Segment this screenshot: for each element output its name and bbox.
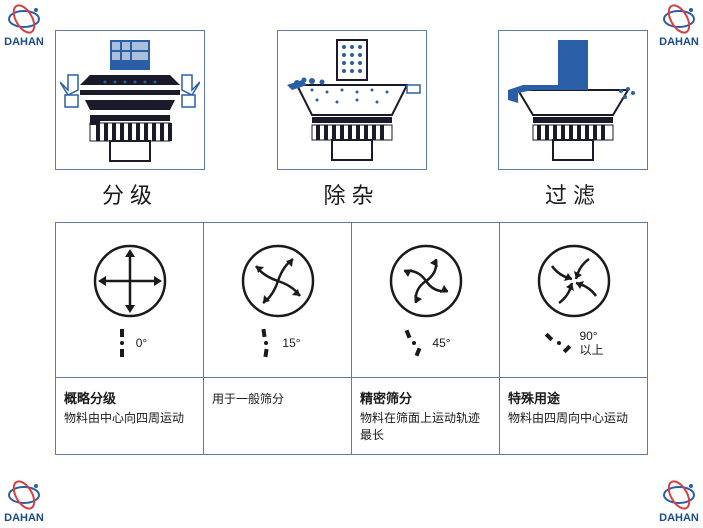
label-filtration: 过滤 bbox=[545, 178, 601, 210]
process-filtration: 过滤 bbox=[498, 30, 648, 210]
watermark-text: DAHAN bbox=[659, 36, 699, 48]
angle-text-1: 15° bbox=[282, 336, 300, 350]
angle-suffix-3: 以上 bbox=[579, 343, 603, 357]
angle-text-0: 0° bbox=[136, 336, 147, 350]
motion-cell-1: 15° bbox=[204, 223, 351, 378]
watermark-top-left: DAHAN bbox=[4, 4, 44, 48]
motion-swirl-in-icon bbox=[534, 241, 614, 321]
process-classification: 分级 bbox=[55, 30, 205, 210]
motion-pattern-table: 0° 概略分级 物料由中心向四周运动 bbox=[55, 222, 648, 455]
filtration-icon bbox=[503, 35, 643, 165]
table-col-3: 90° 以上 特殊用途 物料由四周向中心运动 bbox=[500, 223, 647, 454]
watermark-text: DAHAN bbox=[4, 36, 44, 48]
classification-icon bbox=[60, 35, 200, 165]
desc-cell-3: 特殊用途 物料由四周向中心运动 bbox=[500, 378, 647, 448]
watermark-bottom-right: DAHAN bbox=[659, 480, 699, 524]
diagram-filtration bbox=[498, 30, 648, 170]
table-col-1: 15° 用于一般筛分 bbox=[204, 223, 352, 454]
motion-cell-2: 45° bbox=[352, 223, 499, 378]
weight-icon bbox=[254, 327, 278, 359]
watermark-text: DAHAN bbox=[659, 512, 699, 524]
motion-swirl-out-icon bbox=[238, 241, 318, 321]
label-classification: 分级 bbox=[102, 178, 158, 210]
table-col-2: 45° 精密筛分 物料在筛面上运动轨迹最长 bbox=[352, 223, 500, 454]
weight-icon bbox=[112, 327, 132, 359]
weight-icon bbox=[543, 327, 575, 359]
label-impurity: 除杂 bbox=[323, 178, 379, 210]
desc-title-0: 概略分级 bbox=[64, 388, 195, 407]
angle-text-3: 90° bbox=[579, 329, 603, 343]
desc-title-3: 特殊用途 bbox=[508, 388, 639, 407]
motion-spiral-icon bbox=[386, 241, 466, 321]
desc-cell-0: 概略分级 物料由中心向四周运动 bbox=[56, 378, 203, 448]
main-container: 分级 bbox=[0, 0, 703, 475]
angle-indicator-3: 90° 以上 bbox=[543, 327, 603, 359]
logo-icon bbox=[659, 480, 699, 510]
process-impurity-removal: 除杂 bbox=[277, 30, 427, 210]
desc-cell-1: 用于一般筛分 bbox=[204, 378, 351, 448]
desc-cell-2: 精密筛分 物料在筛面上运动轨迹最长 bbox=[352, 378, 499, 454]
watermark-text: DAHAN bbox=[4, 512, 44, 524]
watermark-top-right: DAHAN bbox=[659, 4, 699, 48]
angle-indicator-2: 45° bbox=[400, 327, 450, 359]
impurity-icon bbox=[282, 35, 422, 165]
logo-icon bbox=[4, 480, 44, 510]
table-col-0: 0° 概略分级 物料由中心向四周运动 bbox=[56, 223, 204, 454]
desc-text-1: 用于一般筛分 bbox=[212, 391, 343, 408]
desc-text-0: 物料由中心向四周运动 bbox=[64, 410, 195, 427]
angle-indicator-1: 15° bbox=[254, 327, 300, 359]
motion-cell-3: 90° 以上 bbox=[500, 223, 647, 378]
logo-icon bbox=[659, 4, 699, 34]
angle-text-2: 45° bbox=[432, 336, 450, 350]
motion-cross-icon bbox=[90, 241, 170, 321]
diagram-classification bbox=[55, 30, 205, 170]
desc-text-2: 物料在筛面上运动轨迹最长 bbox=[360, 410, 491, 444]
watermark-bottom-left: DAHAN bbox=[4, 480, 44, 524]
logo-icon bbox=[4, 4, 44, 34]
motion-cell-0: 0° bbox=[56, 223, 203, 378]
weight-icon bbox=[400, 327, 428, 359]
desc-text-3: 物料由四周向中心运动 bbox=[508, 410, 639, 427]
process-diagram-row: 分级 bbox=[55, 30, 648, 210]
diagram-impurity bbox=[277, 30, 427, 170]
angle-indicator-0: 0° bbox=[112, 327, 147, 359]
desc-title-2: 精密筛分 bbox=[360, 388, 491, 407]
